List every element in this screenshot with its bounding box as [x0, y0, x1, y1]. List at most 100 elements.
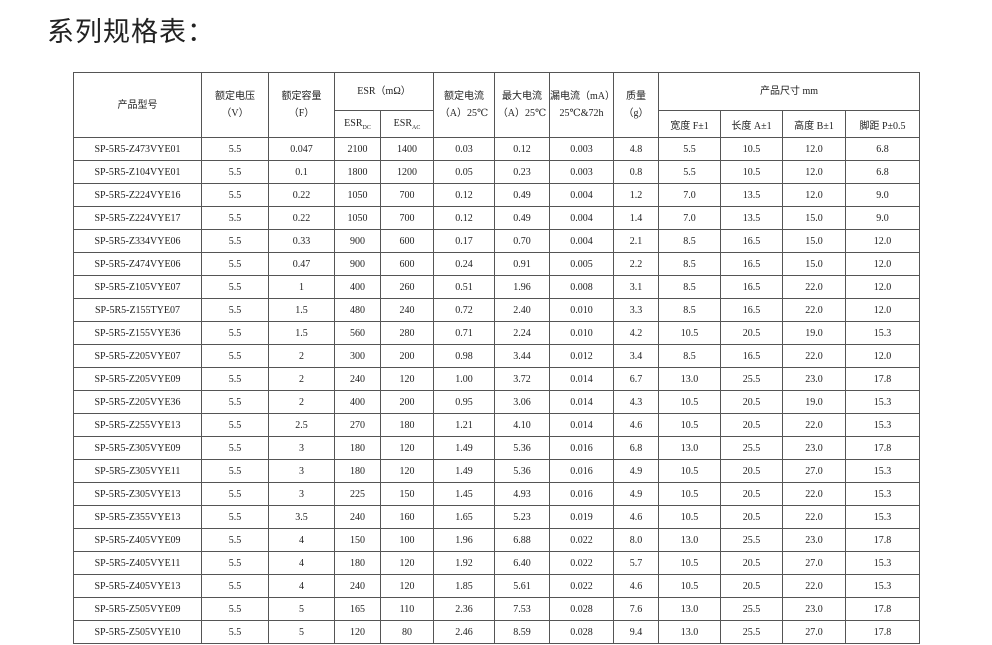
table-cell: 0.8	[613, 160, 659, 184]
table-cell: 0.22	[268, 183, 335, 207]
table-cell: 0.014	[549, 413, 614, 437]
table-cell: 0.010	[549, 298, 614, 322]
table-cell: 13.0	[658, 436, 721, 460]
table-cell: 0.05	[433, 160, 495, 184]
header-text: ESR（mΩ）	[357, 86, 411, 97]
table-cell: 0.91	[494, 252, 550, 276]
table-cell: 12.0	[845, 229, 920, 253]
table-cell: 10.5	[658, 505, 721, 529]
table-cell: 17.8	[845, 436, 920, 460]
table-cell: 6.8	[613, 436, 659, 460]
table-cell: 5.5	[201, 390, 269, 414]
table-cell: 80	[380, 620, 434, 644]
table-cell: 6.7	[613, 367, 659, 391]
table-cell: 5.5	[201, 551, 269, 575]
table-cell: 25.5	[720, 597, 783, 621]
table-row: SP-5R5-Z105VYE07 5.5 1 400 260 0.51 1.96 0.008 3…	[73, 275, 920, 299]
table-cell: 7.0	[658, 206, 721, 230]
table-cell: 13.0	[658, 528, 721, 552]
header-subscript: DC	[362, 124, 371, 131]
header-cell: ESR（mΩ）	[334, 72, 434, 111]
spec-table: 产品型号 额定电压 （V） 额定容量 （F） ESR（mΩ） 额定电流 （A）25℃ …	[73, 72, 920, 644]
table-cell: SP-5R5-Z405VYE13	[73, 574, 202, 598]
table-row: SP-5R5-Z205VYE36 5.5 2 400 200 0.95 3.06 0.014 4…	[73, 390, 920, 414]
table-cell: 16.5	[720, 344, 783, 368]
table-cell: 12.0	[782, 160, 846, 184]
table-cell: 10.5	[658, 390, 721, 414]
table-cell: 25.5	[720, 620, 783, 644]
table-row: SP-5R5-Z104VYE01 5.5 0.1 1800 1200 0.05 0.23 0.…	[73, 160, 920, 184]
table-cell: 0.23	[494, 160, 550, 184]
table-cell: 20.5	[720, 413, 783, 437]
header-cell: ESRAC	[380, 110, 434, 138]
table-cell: 5.5	[201, 367, 269, 391]
table-cell: 200	[380, 390, 434, 414]
table-cell: 0.005	[549, 252, 614, 276]
table-cell: 10.5	[658, 574, 721, 598]
table-cell: 4.93	[494, 482, 550, 506]
table-cell: 5.5	[201, 482, 269, 506]
table-cell: 3.4	[613, 344, 659, 368]
table-cell: 0.004	[549, 206, 614, 230]
table-cell: 3	[268, 482, 335, 506]
table-cell: 5.5	[201, 459, 269, 483]
table-cell: 280	[380, 321, 434, 345]
table-cell: 0.014	[549, 390, 614, 414]
header-cell: 额定容量 （F）	[268, 72, 335, 138]
table-cell: 20.5	[720, 574, 783, 598]
table-cell: 180	[334, 436, 381, 460]
table-cell: 0.03	[433, 137, 495, 161]
table-cell: 9.0	[845, 183, 920, 207]
table-cell: 2.36	[433, 597, 495, 621]
table-cell: 20.5	[720, 551, 783, 575]
table-row: SP-5R5-Z405VYE13 5.5 4 240 120 1.85 5.61 0.022 4…	[73, 574, 920, 598]
table-cell: 12.0	[845, 344, 920, 368]
table-cell: 100	[380, 528, 434, 552]
table-cell: 2.40	[494, 298, 550, 322]
table-row: SP-5R5-Z305VYE13 5.5 3 225 150 1.45 4.93 0.016 4…	[73, 482, 920, 506]
table-cell: 600	[380, 229, 434, 253]
table-cell: 15.3	[845, 413, 920, 437]
table-cell: 0.014	[549, 367, 614, 391]
table-row: SP-5R5-Z205VYE07 5.5 2 300 200 0.98 3.44 0.012 3…	[73, 344, 920, 368]
table-cell: 1	[268, 275, 335, 299]
table-cell: 10.5	[658, 321, 721, 345]
table-cell: SP-5R5-Z474VYE06	[73, 252, 202, 276]
table-cell: 17.8	[845, 528, 920, 552]
header-cell: 最大电流 （A）25℃	[494, 72, 550, 138]
table-cell: 5.5	[201, 298, 269, 322]
table-cell: 0.010	[549, 321, 614, 345]
table-cell: SP-5R5-Z305VYE13	[73, 482, 202, 506]
table-cell: 8.5	[658, 252, 721, 276]
header-subscript: AC	[412, 124, 421, 131]
table-row: SP-5R5-Z505VYE09 5.5 5 165 110 2.36 7.53 0.028 7…	[73, 597, 920, 621]
header-cell: 额定电流 （A）25℃	[433, 72, 495, 138]
table-cell: 1.2	[613, 183, 659, 207]
table-row: SP-5R5-Z505VYE10 5.5 5 120 80 2.46 8.59 0.028 9.…	[73, 620, 920, 644]
table-cell: 6.40	[494, 551, 550, 575]
table-cell: 5.5	[201, 413, 269, 437]
header-text: （g）	[623, 108, 649, 119]
table-cell: 0.028	[549, 620, 614, 644]
table-row: SP-5R5-Z474VYE06 5.5 0.47 900 600 0.24 0.91 0.0…	[73, 252, 920, 276]
table-cell: 12.0	[845, 252, 920, 276]
table-row: SP-5R5-Z224VYE17 5.5 0.22 1050 700 0.12 0.49 0.…	[73, 206, 920, 230]
table-cell: SP-5R5-Z155TYE07	[73, 298, 202, 322]
table-cell: 0.019	[549, 505, 614, 529]
table-cell: 0.022	[549, 574, 614, 598]
table-cell: 900	[334, 252, 381, 276]
table-cell: 19.0	[782, 321, 846, 345]
table-cell: 8.59	[494, 620, 550, 644]
table-cell: 15.0	[782, 252, 846, 276]
table-cell: 0.12	[433, 206, 495, 230]
table-cell: SP-5R5-Z405VYE11	[73, 551, 202, 575]
table-body: SP-5R5-Z473VYE01 5.5 0.047 2100 1400 0.03 0.12…	[73, 137, 920, 644]
table-cell: 0.1	[268, 160, 335, 184]
table-cell: 4.2	[613, 321, 659, 345]
table-cell: 0.016	[549, 436, 614, 460]
table-cell: 0.17	[433, 229, 495, 253]
table-cell: 9.4	[613, 620, 659, 644]
table-cell: 5	[268, 620, 335, 644]
table-cell: 15.3	[845, 459, 920, 483]
